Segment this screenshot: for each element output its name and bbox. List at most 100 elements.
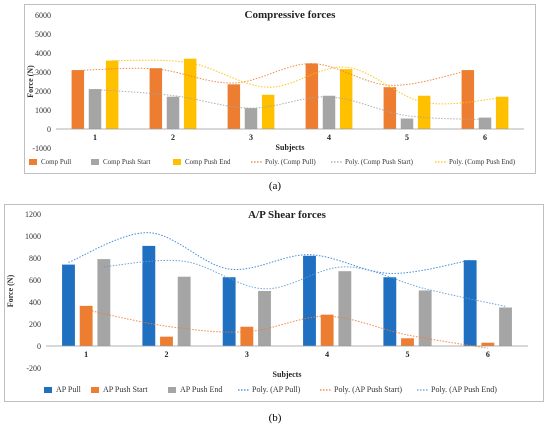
bar xyxy=(244,108,258,129)
bar xyxy=(261,94,275,129)
bar xyxy=(383,87,397,129)
legend-label: Poly. (Comp Push End) xyxy=(449,158,516,166)
y-tick-label: 5000 xyxy=(35,30,51,39)
y-tick-label: 0 xyxy=(47,125,51,134)
y-tick-label: 2000 xyxy=(35,87,51,96)
x-tick-label: 4 xyxy=(325,350,329,359)
legend-label: Comp Push End xyxy=(185,158,231,166)
caption-b: (b) xyxy=(268,412,282,424)
legend-label: Poly. (Comp Pull) xyxy=(265,158,316,166)
bar xyxy=(463,260,477,346)
bar xyxy=(105,60,119,129)
legend-item: Comp Pull xyxy=(29,158,71,166)
x-tick-label: 5 xyxy=(405,133,409,142)
bar xyxy=(461,70,475,129)
legend-item: Comp Push End xyxy=(173,158,231,166)
legend-label: Comp Push Start xyxy=(103,158,151,166)
bar xyxy=(149,68,163,129)
bar xyxy=(227,84,241,129)
x-tick-label: 2 xyxy=(171,133,175,142)
x-tick-label: 2 xyxy=(165,350,169,359)
legend-label: Poly. (AP Pull) xyxy=(252,385,301,394)
bar xyxy=(303,255,316,346)
trendline xyxy=(86,309,488,349)
legend-item: Poly. (AP Push Start) xyxy=(320,385,402,394)
y-tick-label: 3000 xyxy=(35,68,51,77)
bar xyxy=(401,338,414,346)
legend-item: Poly. (Comp Push Start) xyxy=(331,158,414,166)
y-tick-label: 200 xyxy=(29,320,41,329)
x-tick-label: 4 xyxy=(327,133,331,142)
x-tick-label: 1 xyxy=(93,133,97,142)
y-tick-label: 1200 xyxy=(25,210,41,219)
trendline xyxy=(94,88,486,120)
y-tick-label: 0 xyxy=(37,342,41,351)
x-tick-label: 3 xyxy=(245,350,249,359)
y-tick-label: -200 xyxy=(26,364,41,373)
bar xyxy=(183,58,197,130)
y-tick-label: -1000 xyxy=(32,144,51,153)
caption-a: (a) xyxy=(268,180,282,192)
bar xyxy=(339,69,353,129)
legend-swatch xyxy=(173,159,181,165)
bar xyxy=(79,305,93,346)
y-tick-label: 4000 xyxy=(35,49,51,58)
legend-swatch xyxy=(44,387,52,393)
legend-item: Poly. (AP Pull) xyxy=(238,385,301,394)
bar xyxy=(418,290,432,346)
bar xyxy=(71,70,85,129)
bar xyxy=(338,271,352,346)
y-axis-label: Force (N) xyxy=(6,274,15,307)
legend-item: AP Pull xyxy=(44,385,82,394)
x-axis-label: Subjects xyxy=(273,370,302,379)
x-tick-label: 6 xyxy=(483,133,487,142)
bar xyxy=(400,118,414,129)
bar xyxy=(166,96,180,129)
chart-panel-b xyxy=(4,204,544,402)
bar xyxy=(160,336,173,346)
trendline xyxy=(77,63,468,86)
x-axis-label: Subjects xyxy=(276,143,305,152)
legend-label: AP Push End xyxy=(180,385,222,394)
y-tick-label: 800 xyxy=(29,254,41,263)
y-axis-label: Force (N) xyxy=(26,65,35,98)
legend-label: Poly. (AP Push End) xyxy=(431,385,497,394)
legend-swatch xyxy=(91,387,99,393)
bar xyxy=(177,276,191,346)
x-tick-label: 3 xyxy=(249,133,253,142)
bar xyxy=(322,95,336,129)
y-tick-label: 6000 xyxy=(35,11,51,20)
chart-title: A/P Shear forces xyxy=(248,209,327,221)
bar xyxy=(478,117,492,129)
bar xyxy=(495,96,509,129)
bar xyxy=(222,277,236,346)
x-tick-label: 1 xyxy=(84,350,88,359)
bar xyxy=(305,63,319,130)
legend-label: Comp Pull xyxy=(41,158,71,166)
legend-item: Poly. (Comp Push End) xyxy=(435,158,516,166)
legend-swatch xyxy=(91,159,99,165)
bar xyxy=(383,277,397,346)
compressive-forces-chart: Compressive forces -1000 0 1000 2000 3000 4000… xyxy=(26,9,524,166)
bar xyxy=(142,245,156,346)
trendline xyxy=(103,259,506,307)
bar xyxy=(320,314,334,346)
legend-label: AP Pull xyxy=(56,385,82,394)
bar xyxy=(417,95,431,129)
legend-label: AP Push Start xyxy=(103,385,148,394)
legend-item: AP Push End xyxy=(168,385,222,394)
legend-item: Poly. (Comp Pull) xyxy=(251,158,316,166)
x-tick-label: 5 xyxy=(406,350,410,359)
legend-label: Poly. (Comp Push Start) xyxy=(345,158,414,166)
legend-item: Comp Push Start xyxy=(91,158,151,166)
y-tick-label: 1000 xyxy=(25,232,41,241)
legend-item: AP Push Start xyxy=(91,385,148,394)
legend-swatch xyxy=(168,387,176,393)
legend-item: Poly. (AP Push End) xyxy=(417,385,497,394)
y-tick-label: 400 xyxy=(29,298,41,307)
bar xyxy=(499,307,512,346)
ap-shear-forces-chart: A/P Shear forces -200 0 200 400 600 800 1000 120… xyxy=(6,209,528,394)
legend-swatch xyxy=(29,159,37,165)
x-tick-label: 6 xyxy=(486,350,490,359)
y-tick-label: 600 xyxy=(29,276,41,285)
